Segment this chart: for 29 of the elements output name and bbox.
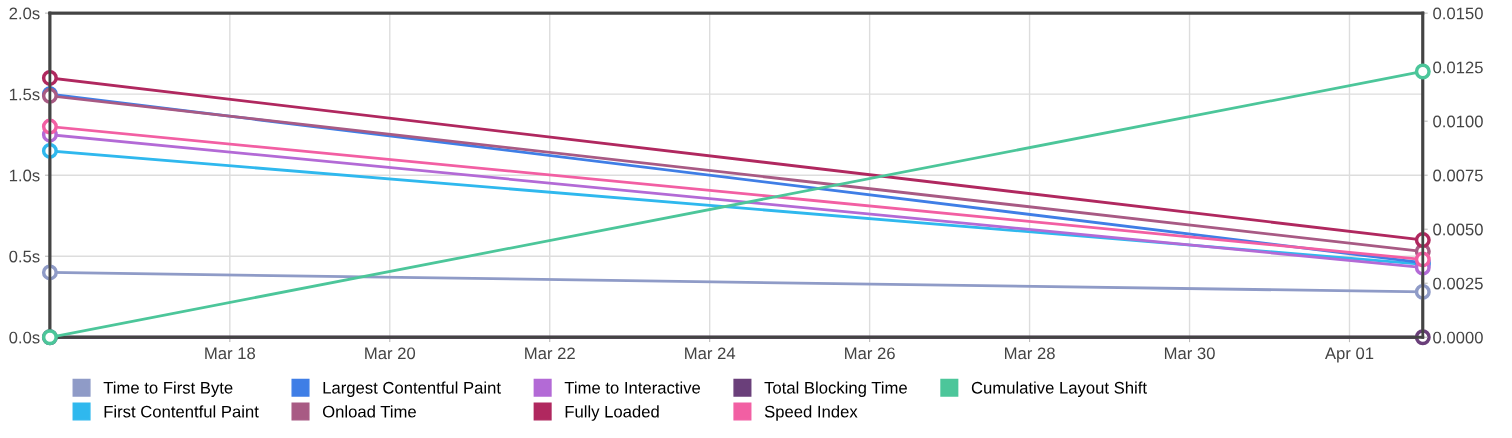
x-tick-label: Apr 01 — [1324, 347, 1374, 363]
legend-label: Cumulative Layout Shift — [971, 381, 1147, 397]
y-tick-label: 1.0s — [9, 169, 40, 182]
x-tick-label: Mar 22 — [525, 347, 575, 360]
x-tick-label: Mar 18 — [205, 347, 256, 360]
x-tick-label: Mar 26 — [845, 347, 895, 360]
legend-label: Largest Contentful Paint — [323, 381, 501, 397]
y-tick-label: 0.5s — [9, 250, 40, 263]
legend-label: Total Blocking Time — [764, 381, 907, 397]
y2-tick-label: 0.0050 — [1433, 223, 1483, 236]
y-tick-label: 1.5s — [9, 88, 40, 101]
legend-label: Fully Loaded — [565, 405, 659, 421]
legend-label: Time to Interactive — [564, 381, 701, 394]
y2-tick-label: 0.0025 — [1433, 277, 1483, 290]
legend-label: First Contentful Paint — [104, 405, 259, 418]
legend-label: Speed Index — [764, 405, 858, 421]
legend-label: Time to First Byte — [103, 381, 233, 397]
legend-label: Onload Time — [322, 405, 416, 418]
x-tick-label: Mar 28 — [1005, 347, 1055, 360]
x-tick-label: Mar 20 — [365, 347, 416, 360]
y2-tick-label: 0.0075 — [1433, 169, 1483, 182]
y2-tick-label: 0.0125 — [1433, 61, 1483, 74]
y2-tick-label: 0.0150 — [1433, 7, 1483, 20]
y-tick-label: 0.0s — [9, 331, 40, 344]
x-tick-label: Mar 24 — [685, 347, 736, 360]
y2-tick-label: 0.0000 — [1433, 331, 1483, 344]
y2-tick-label: 0.0100 — [1433, 115, 1483, 128]
y-tick-label: 2.0s — [9, 7, 40, 20]
x-tick-label: Mar 30 — [1164, 347, 1215, 360]
